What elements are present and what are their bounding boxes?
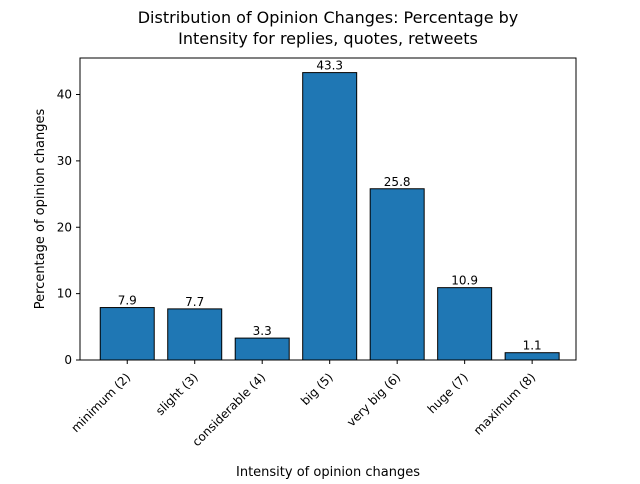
chart-title-line-1: Distribution of Opinion Changes: Percent…: [138, 8, 519, 27]
x-tick-label: very big (6): [344, 370, 403, 429]
bar: [504, 352, 560, 361]
y-tick-label: 10: [57, 287, 72, 301]
x-tick-label: slight (3): [153, 370, 201, 418]
bar: [369, 188, 425, 361]
bar-value-label: 25.8: [384, 175, 411, 189]
bar-value-label: 43.3: [316, 59, 343, 73]
x-axis-label: Intensity of opinion changes: [236, 465, 420, 480]
x-tick-label: maximum (8): [471, 370, 538, 437]
y-ticks-layer: 0 10 20 30 40: [57, 88, 80, 367]
x-ticks-layer: minimum (2) slight (3)considerable (4) big…: [68, 360, 538, 449]
x-tick-label: huge (7): [425, 370, 471, 416]
y-axis-label: Percentage of opinion changes: [33, 109, 48, 310]
y-tick-label: 30: [57, 154, 72, 168]
y-tick-label: 0: [64, 353, 72, 367]
x-tick-label: minimum (2): [68, 370, 133, 435]
x-tick-label: considerable (4): [189, 370, 268, 449]
chart-title-line-2: Intensity for replies, quotes, retweets: [178, 29, 478, 48]
y-tick-label: 40: [57, 88, 72, 102]
bar: [234, 337, 290, 361]
bars-layer: [99, 72, 560, 361]
bar: [99, 307, 155, 361]
bar-value-label: 7.9: [118, 294, 137, 308]
bar-value-label: 7.7: [185, 295, 204, 309]
value-labels-layer: 7.9 7.7 3.3 43.3 25.8 10.9 1.1: [118, 59, 542, 353]
bar: [167, 308, 223, 361]
x-tick-label: big (5): [298, 370, 336, 408]
bar: [302, 72, 358, 361]
plot-frame: [79, 57, 577, 361]
bar: [437, 287, 493, 361]
bar-value-label: 10.9: [451, 274, 478, 288]
bar-value-label: 1.1: [523, 339, 542, 353]
bar-value-label: 3.3: [253, 324, 272, 338]
y-tick-label: 20: [57, 220, 72, 234]
